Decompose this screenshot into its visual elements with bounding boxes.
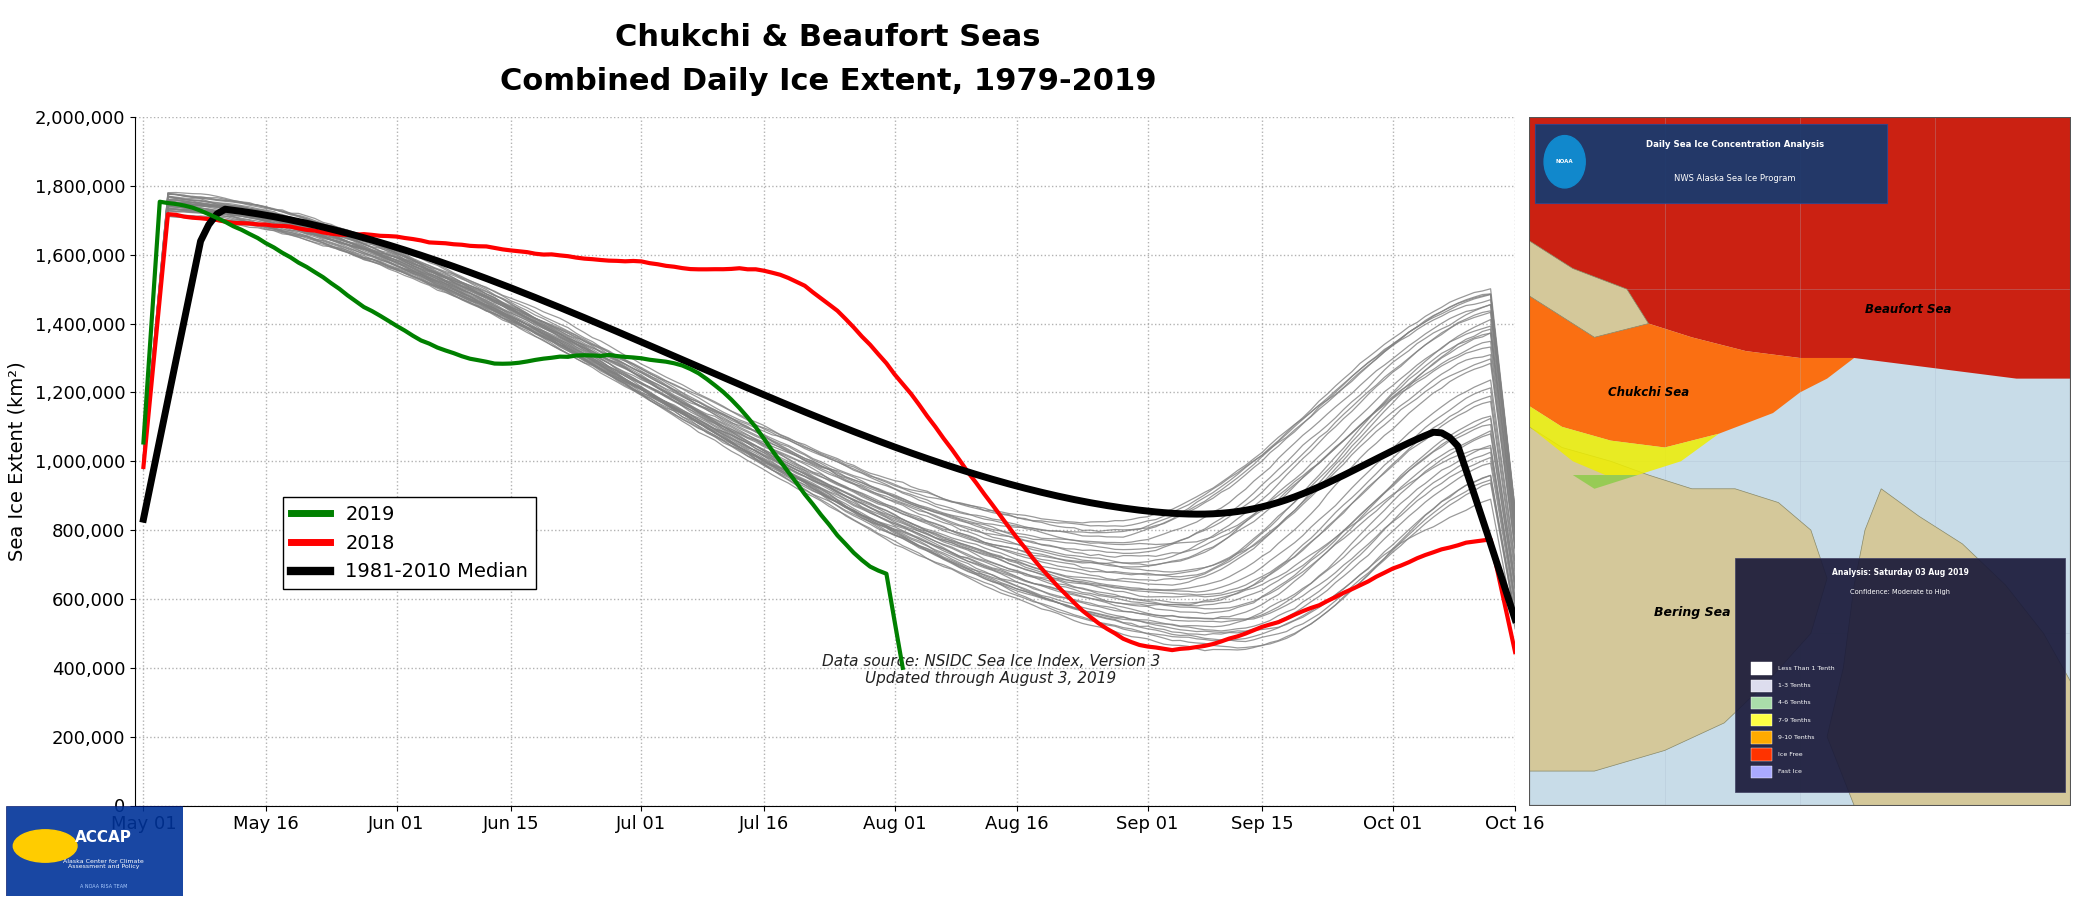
Text: Analysis: Saturday 03 Aug 2019: Analysis: Saturday 03 Aug 2019: [1831, 568, 1969, 577]
Polygon shape: [1530, 296, 1854, 447]
Text: Data source: NSIDC Sea Ice Index, Version 3
Updated through August 3, 2019: Data source: NSIDC Sea Ice Index, Versio…: [822, 654, 1159, 687]
FancyBboxPatch shape: [6, 806, 183, 896]
FancyBboxPatch shape: [1736, 558, 2064, 792]
FancyBboxPatch shape: [1536, 124, 1887, 203]
Y-axis label: Sea Ice Extent (km²): Sea Ice Extent (km²): [8, 362, 27, 561]
Polygon shape: [1573, 475, 1638, 489]
Text: Combined Daily Ice Extent, 1979-2019: Combined Daily Ice Extent, 1979-2019: [499, 68, 1157, 96]
Text: NWS Alaska Sea Ice Program: NWS Alaska Sea Ice Program: [1675, 175, 1796, 184]
Legend: 2019, 2018, 1981-2010 Median: 2019, 2018, 1981-2010 Median: [283, 497, 535, 590]
Text: 1-3 Tenths: 1-3 Tenths: [1779, 683, 1810, 688]
Polygon shape: [1827, 489, 2071, 806]
Circle shape: [12, 830, 77, 862]
Bar: [1752, 697, 1771, 709]
Polygon shape: [1530, 427, 1827, 771]
Bar: [1752, 680, 1771, 692]
Text: Beaufort Sea: Beaufort Sea: [1865, 303, 1952, 316]
Text: 4-6 Tenths: 4-6 Tenths: [1779, 700, 1810, 706]
Text: Fast Ice: Fast Ice: [1779, 770, 1802, 774]
Text: ACCAP: ACCAP: [75, 830, 131, 844]
Text: 7-9 Tenths: 7-9 Tenths: [1779, 717, 1810, 723]
Text: 9-10 Tenths: 9-10 Tenths: [1779, 734, 1815, 740]
Bar: [1752, 749, 1771, 760]
Text: Less Than 1 Tenth: Less Than 1 Tenth: [1779, 666, 1835, 671]
Polygon shape: [1530, 406, 1719, 475]
Text: Alaska Center for Climate
Assessment and Policy: Alaska Center for Climate Assessment and…: [62, 859, 144, 869]
Text: Chukchi & Beaufort Seas: Chukchi & Beaufort Seas: [616, 22, 1040, 51]
Text: Confidence: Moderate to High: Confidence: Moderate to High: [1850, 589, 1950, 595]
Bar: [1752, 731, 1771, 743]
Text: Ice Free: Ice Free: [1779, 752, 1802, 757]
Bar: [1752, 714, 1771, 726]
Text: Chukchi Sea: Chukchi Sea: [1609, 386, 1690, 399]
Polygon shape: [1530, 117, 2071, 379]
Circle shape: [1544, 136, 1586, 188]
Text: A NOAA RISA TEAM: A NOAA RISA TEAM: [79, 884, 127, 889]
Text: NOAA: NOAA: [1557, 159, 1573, 165]
Polygon shape: [1530, 241, 1648, 338]
Text: Daily Sea Ice Concentration Analysis: Daily Sea Ice Concentration Analysis: [1646, 140, 1825, 149]
Text: Bering Sea: Bering Sea: [1654, 607, 1729, 619]
Bar: [1752, 662, 1771, 675]
Bar: [1752, 766, 1771, 778]
